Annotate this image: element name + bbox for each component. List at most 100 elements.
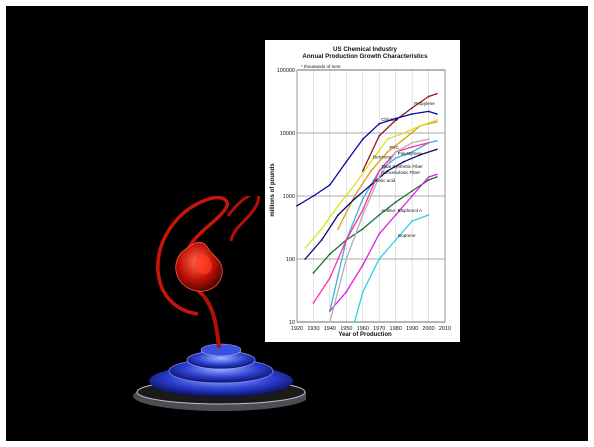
data-point (353, 195, 356, 197)
data-point (394, 157, 397, 159)
data-point (378, 214, 381, 216)
data-point (370, 184, 372, 186)
data-point (353, 321, 356, 323)
y-tick-label: 1000 (283, 194, 295, 200)
data-point (427, 141, 430, 144)
data-point (337, 228, 340, 230)
data-point (394, 151, 397, 153)
chart-title: US Chemical Industry (333, 46, 398, 53)
series-line (312, 142, 429, 304)
x-tick-label: 1940 (324, 326, 336, 332)
data-point (427, 110, 430, 113)
y-tick-label: 10000 (280, 131, 295, 137)
series-label: Chlorine (381, 117, 399, 122)
data-point (394, 214, 397, 216)
data-point (435, 113, 438, 115)
data-point (402, 138, 405, 141)
data-point (394, 119, 397, 122)
data-point (411, 107, 414, 109)
data-point (411, 190, 414, 192)
data-point (411, 141, 414, 144)
data-point (328, 253, 331, 255)
data-point (411, 220, 414, 222)
series-line (362, 93, 438, 172)
data-point (361, 214, 364, 216)
data-point (435, 173, 438, 176)
data-point (361, 228, 364, 230)
data-point (312, 302, 315, 304)
data-point (394, 239, 397, 241)
data-point (435, 92, 438, 95)
data-point (402, 160, 405, 163)
series-line (329, 173, 437, 312)
data-point (427, 176, 430, 178)
data-point (427, 179, 430, 181)
data-point (378, 233, 381, 235)
data-point (386, 138, 389, 141)
grid-layer (296, 69, 446, 323)
data-point (427, 138, 430, 141)
series-line (296, 110, 437, 207)
data-point (427, 95, 430, 98)
data-point (361, 291, 364, 293)
data-point (394, 201, 397, 204)
data-point (402, 132, 405, 134)
data-point (378, 122, 381, 125)
data-point (312, 272, 315, 274)
data-point (435, 139, 438, 142)
slide-background: US Chemical Industry Annual Production G… (6, 6, 588, 441)
x-axis-label: Year of Production (338, 332, 392, 338)
data-point (370, 170, 372, 172)
tick-layer: 1920 1930 1940 1950 1960 1970 1980 1990 2000 2010… (277, 68, 451, 332)
data-point (304, 247, 307, 249)
data-point (353, 197, 356, 200)
data-point (419, 153, 422, 156)
series-label: Nonceliulosic Fiber (381, 170, 420, 175)
y-tick-label: 10 (289, 320, 295, 326)
data-point (419, 124, 422, 127)
data-point (296, 204, 298, 207)
x-tick-label: 1960 (357, 326, 369, 332)
data-point (328, 277, 331, 279)
x-tick-label: 2000 (422, 326, 434, 332)
data-point (337, 214, 340, 216)
data-point (411, 113, 414, 115)
series-label: Aniline (381, 208, 395, 213)
series-layer (296, 92, 438, 323)
x-tick-label: 1970 (373, 326, 385, 332)
series-label: Acetic acid (373, 178, 396, 183)
chart-note: * thousands of tons (301, 64, 341, 69)
series-line (353, 214, 429, 323)
y-tick-label: 100000 (277, 68, 295, 74)
data-point (378, 134, 381, 137)
data-point (361, 170, 364, 172)
data-point (361, 197, 364, 200)
data-point (304, 258, 307, 260)
series-label: Polystyrene (398, 151, 422, 156)
data-point (312, 195, 315, 197)
data-point (378, 258, 381, 260)
data-point (320, 239, 323, 241)
data-point (435, 176, 438, 178)
data-point (361, 138, 364, 141)
data-point (386, 170, 389, 172)
data-point (427, 214, 430, 216)
data-point (411, 195, 414, 197)
data-point (435, 148, 438, 151)
series-label: Bisphenol A (398, 208, 423, 213)
y-tick-label: 100 (286, 257, 295, 263)
data-point (435, 121, 438, 123)
data-point (345, 160, 348, 163)
series-label-layer: Propylene PVC Chlorine Benzene Polystyrene Ac… (373, 101, 435, 238)
data-point (328, 310, 331, 312)
data-point (411, 146, 414, 148)
x-tick-label: 1990 (406, 326, 418, 332)
data-point (353, 184, 356, 186)
data-point (386, 151, 389, 153)
series-label: Propylene (414, 101, 435, 106)
data-point (345, 239, 348, 241)
chart-panel: US Chemical Industry Annual Production G… (265, 40, 460, 342)
data-point (378, 176, 381, 178)
x-tick-label: 1980 (390, 326, 402, 332)
x-tick-label: 2010 (439, 326, 451, 332)
